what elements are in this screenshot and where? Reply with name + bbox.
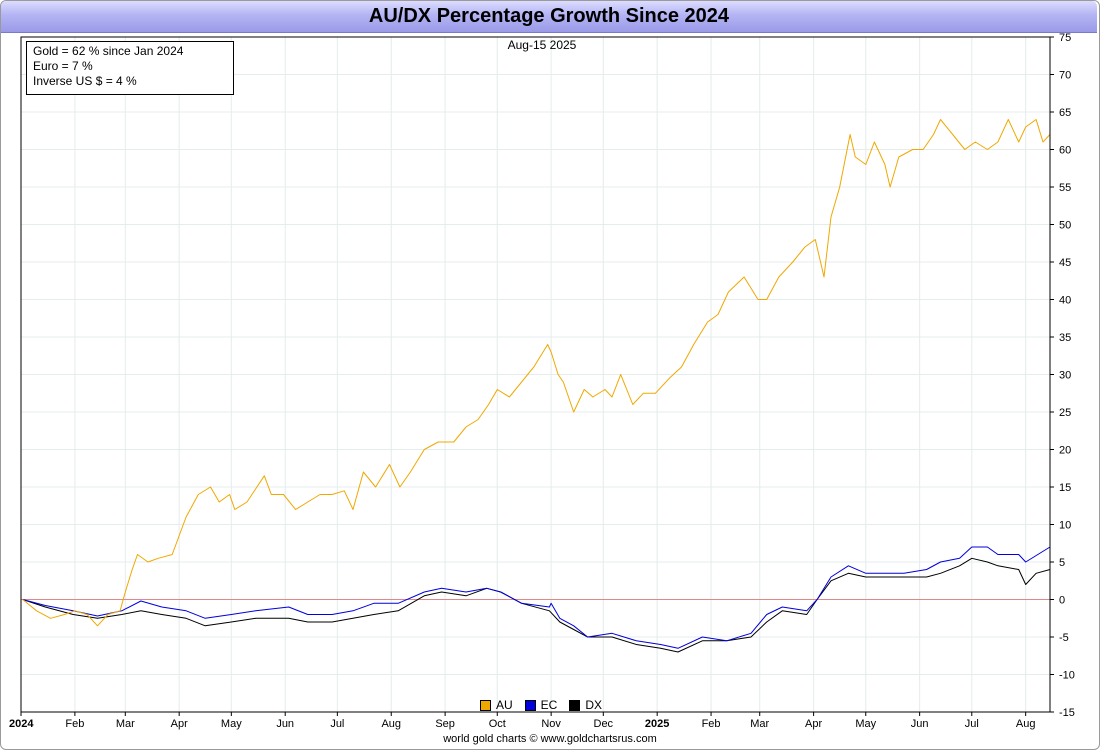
y-tick-label: 5: [1059, 557, 1065, 569]
series-line-ec: [22, 546, 1051, 649]
x-tick-label: Jun: [911, 718, 929, 730]
y-tick-label: -15: [1059, 707, 1075, 719]
legend-swatch-ec: [524, 699, 536, 711]
footer-credit: world gold charts © www.goldchartsrus.co…: [443, 733, 657, 745]
x-tick-label: Oct: [489, 718, 506, 730]
legend: AU EC DX: [480, 697, 614, 713]
x-tick-label: Feb: [65, 718, 84, 730]
y-tick-label: -10: [1059, 670, 1075, 682]
x-tick-label: Feb: [702, 718, 721, 730]
stat-inverse-usd: Inverse US $ = 4 %: [33, 74, 137, 88]
legend-swatch-dx: [569, 699, 581, 711]
legend-swatch-au: [480, 699, 491, 711]
plot-area-border: [20, 36, 1051, 713]
x-tick-label: 2025: [645, 718, 669, 730]
y-tick-label: 35: [1059, 332, 1071, 344]
y-tick-label: 55: [1059, 182, 1071, 194]
x-tick-label: Aug: [381, 718, 401, 730]
x-tick-label: May: [855, 718, 876, 730]
y-tick-label: 30: [1059, 370, 1071, 382]
y-tick-label: 20: [1059, 445, 1071, 457]
stats-box: Gold = 62 % since Jan 2024 Euro = 7 % In…: [26, 41, 234, 95]
y-tick-label: 75: [1059, 32, 1071, 44]
legend-label-dx: DX: [585, 698, 603, 712]
x-tick-label: Dec: [594, 718, 614, 730]
x-tick-label: Nov: [541, 718, 561, 730]
x-tick-label: Jul: [965, 718, 979, 730]
chart-title: AU/DX Percentage Growth Since 2024: [368, 5, 730, 27]
legend-item-ec: EC: [524, 698, 558, 712]
y-tick-label: 65: [1059, 107, 1071, 119]
y-tick-label: 0: [1059, 595, 1065, 607]
legend-label-au: AU: [496, 698, 513, 712]
legend-label-ec: EC: [540, 698, 558, 712]
x-tick-label: Apr: [805, 718, 822, 730]
y-tick-label: 45: [1059, 257, 1071, 269]
x-tick-label: Jun: [276, 718, 294, 730]
legend-item-au: AU: [480, 698, 513, 712]
y-tick-label: 70: [1059, 70, 1071, 82]
x-tick-label: 2024: [9, 718, 34, 730]
y-tick-label: 25: [1059, 407, 1071, 419]
stat-gold: Gold = 62 % since Jan 2024: [33, 44, 184, 58]
x-tick-label: Apr: [171, 718, 188, 730]
stat-euro: Euro = 7 %: [33, 59, 93, 73]
y-tick-label: -5: [1059, 632, 1069, 644]
x-tick-label: Jul: [330, 718, 344, 730]
title-bar: AU/DX Percentage Growth Since 2024: [1, 1, 1097, 33]
x-tick-label: Mar: [750, 718, 769, 730]
x-tick-label: May: [221, 718, 242, 730]
x-tick-label: Aug: [1016, 718, 1036, 730]
y-tick-label: 60: [1059, 145, 1071, 157]
y-tick-label: 15: [1059, 482, 1071, 494]
y-tick-label: 40: [1059, 295, 1071, 307]
date-label: Aug-15 2025: [507, 38, 577, 52]
y-tick-label: 50: [1059, 220, 1071, 232]
x-tick-label: Sep: [435, 718, 455, 730]
legend-item-dx: DX: [569, 698, 602, 712]
series-line-au: [22, 119, 1051, 627]
x-tick-label: Mar: [116, 718, 135, 730]
y-tick-label: 10: [1059, 520, 1071, 532]
